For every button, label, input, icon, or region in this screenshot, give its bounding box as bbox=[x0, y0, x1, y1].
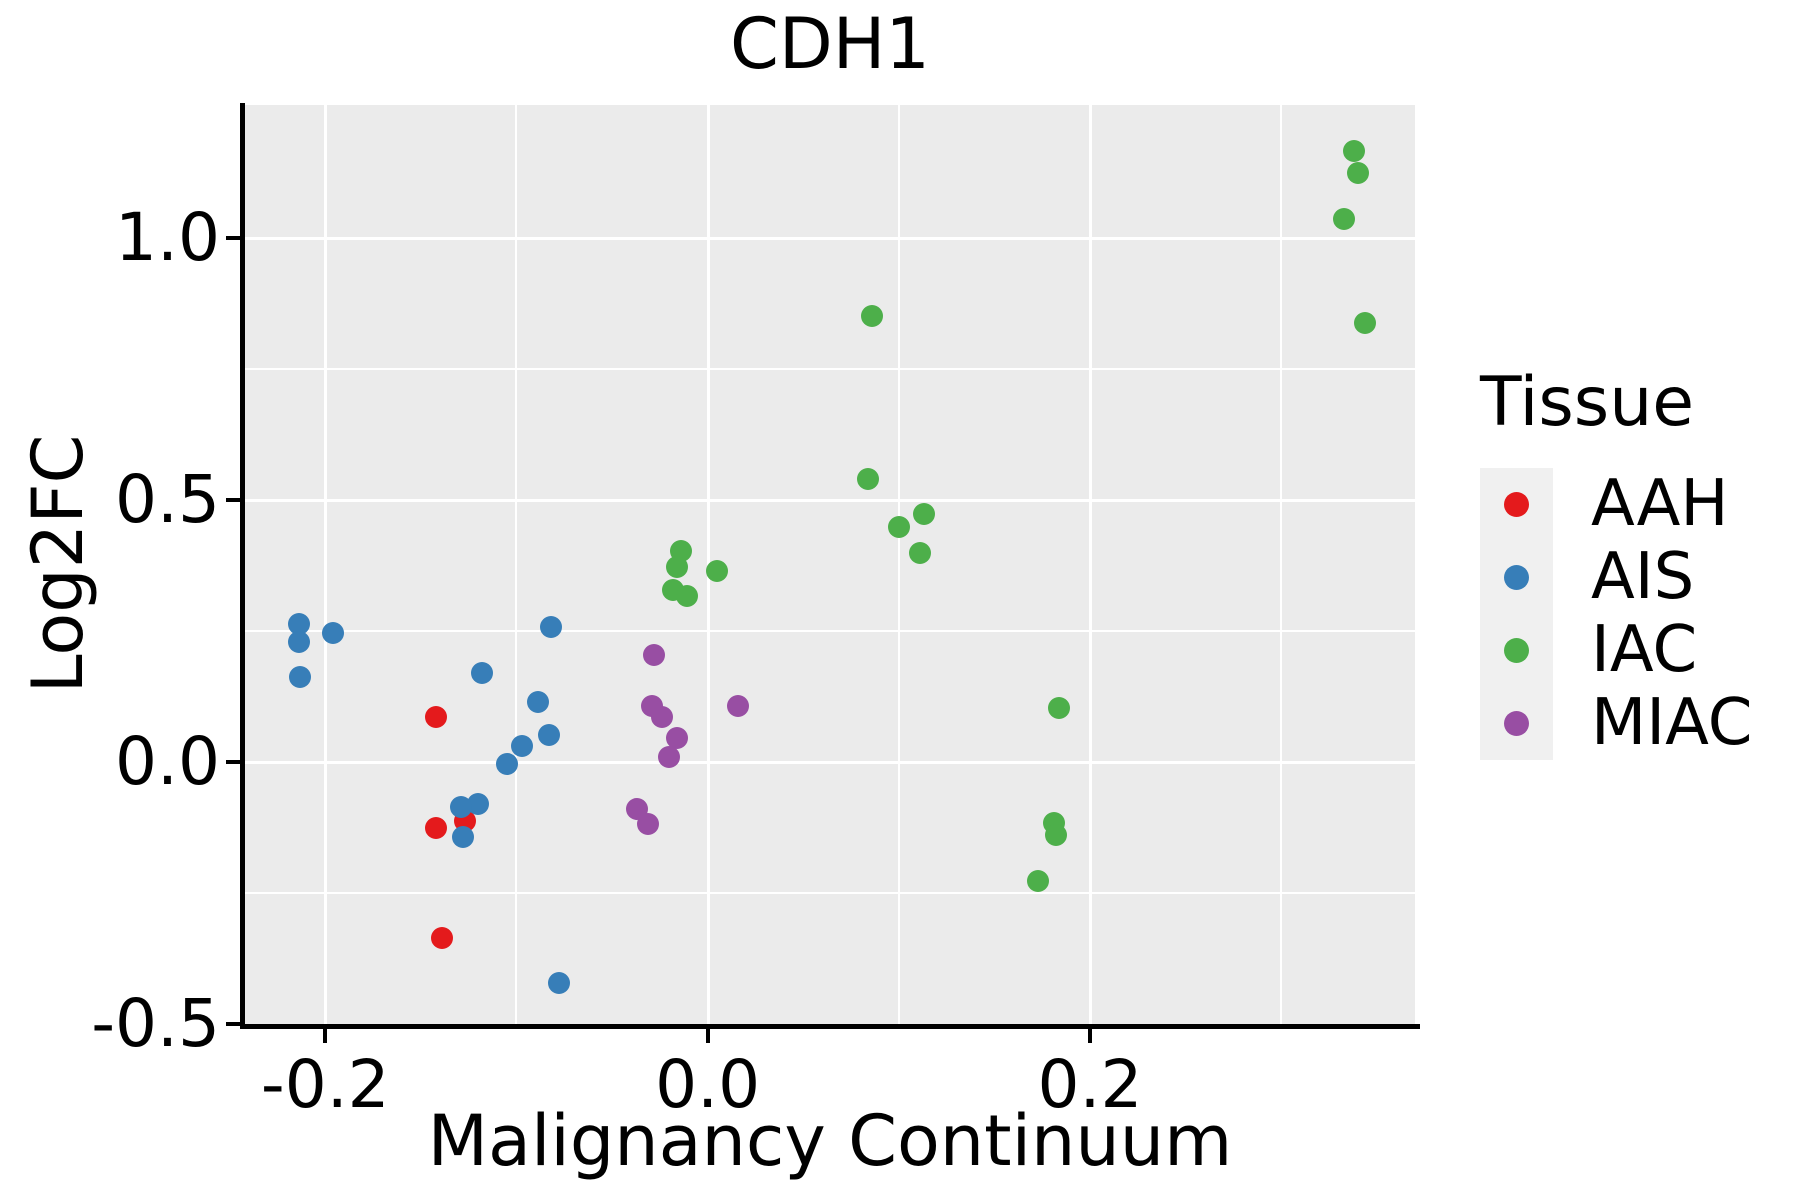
legend-title: Tissue bbox=[1480, 363, 1695, 442]
data-point-AIS bbox=[289, 666, 312, 689]
legend: Tissue AAH AIS IAC MIAC bbox=[1480, 362, 1752, 760]
data-point-AAH bbox=[425, 706, 448, 729]
y-tick bbox=[226, 1022, 240, 1026]
y-tick-label: 0.0 bbox=[115, 723, 220, 801]
data-point-IAC bbox=[1333, 208, 1356, 231]
data-point-IAC bbox=[1048, 697, 1071, 720]
x-tick-label: -0.2 bbox=[260, 1046, 390, 1123]
legend-key-swatch bbox=[1480, 540, 1553, 614]
legend-items: AAH AIS IAC MIAC bbox=[1480, 467, 1753, 761]
data-point-IAC bbox=[1346, 161, 1369, 184]
y-gridline-major bbox=[245, 499, 1415, 503]
legend-item-AIS: AIS bbox=[1480, 540, 1752, 615]
x-gridline-major bbox=[1089, 105, 1092, 1024]
y-gridline-major bbox=[245, 761, 1415, 765]
y-tick-label: -0.5 bbox=[91, 985, 220, 1062]
data-point-AIS bbox=[526, 691, 549, 714]
legend-dot-icon bbox=[1504, 564, 1529, 590]
data-point-IAC bbox=[666, 555, 689, 578]
y-axis-line bbox=[240, 103, 245, 1029]
x-gridline-major bbox=[324, 105, 328, 1024]
y-gridline-minor bbox=[245, 892, 1415, 894]
legend-item-label: AIS bbox=[1591, 540, 1695, 615]
legend-item-label: MIAC bbox=[1591, 686, 1753, 761]
data-point-IAC bbox=[1354, 312, 1377, 335]
x-tick-label: 0.2 bbox=[1037, 1046, 1143, 1123]
data-point-MIAC bbox=[650, 706, 673, 729]
data-point-IAC bbox=[861, 305, 884, 328]
data-point-MIAC bbox=[727, 694, 750, 717]
y-gridline-minor bbox=[245, 630, 1415, 633]
data-point-IAC bbox=[857, 468, 880, 491]
data-point-AIS bbox=[450, 796, 473, 819]
data-point-IAC bbox=[1044, 823, 1067, 846]
x-gridline-minor bbox=[897, 105, 900, 1024]
y-gridline-major bbox=[245, 237, 1415, 241]
x-axis-label: Malignancy Continuum bbox=[427, 1100, 1233, 1182]
y-axis-label: Log2FC bbox=[17, 434, 99, 694]
x-tick-label: 0.0 bbox=[655, 1046, 761, 1123]
legend-item-MIAC: MIAC bbox=[1480, 686, 1753, 761]
data-point-AIS bbox=[467, 792, 490, 815]
data-point-IAC bbox=[912, 502, 935, 525]
x-axis-line bbox=[240, 1024, 1420, 1029]
x-tick bbox=[1088, 1029, 1092, 1043]
data-point-AIS bbox=[495, 753, 518, 776]
legend-key-swatch bbox=[1480, 467, 1553, 541]
data-point-AIS bbox=[321, 622, 344, 645]
data-point-IAC bbox=[908, 542, 931, 565]
legend-item-label: IAC bbox=[1591, 613, 1698, 688]
data-point-AIS bbox=[471, 661, 494, 684]
data-point-AIS bbox=[511, 735, 534, 758]
data-point-IAC bbox=[1027, 869, 1050, 892]
x-gridline-minor bbox=[1280, 105, 1283, 1024]
data-point-MIAC bbox=[643, 643, 666, 666]
legend-dot-icon bbox=[1504, 637, 1529, 663]
data-point-MIAC bbox=[666, 726, 689, 749]
data-point-IAC bbox=[1342, 139, 1365, 162]
data-point-MIAC bbox=[658, 746, 681, 769]
legend-dot-icon bbox=[1504, 491, 1529, 517]
x-tick bbox=[705, 1029, 710, 1043]
data-point-AAH bbox=[430, 927, 453, 950]
data-point-IAC bbox=[675, 585, 698, 608]
legend-dot-icon bbox=[1504, 710, 1529, 736]
plot-panel bbox=[245, 105, 1415, 1024]
x-gridline-minor bbox=[515, 105, 518, 1024]
data-point-MIAC bbox=[637, 813, 660, 836]
y-tick bbox=[226, 760, 240, 765]
legend-item-IAC: IAC bbox=[1480, 613, 1752, 688]
data-point-AIS bbox=[537, 724, 560, 747]
legend-item-label: AAH bbox=[1591, 467, 1729, 542]
data-point-IAC bbox=[887, 515, 910, 538]
data-point-AIS bbox=[539, 615, 562, 638]
data-point-IAC bbox=[706, 559, 729, 582]
x-tick bbox=[323, 1029, 328, 1043]
data-point-AIS bbox=[547, 972, 570, 995]
y-tick bbox=[226, 236, 240, 241]
data-point-AAH bbox=[425, 816, 448, 839]
y-tick-label: 0.5 bbox=[115, 461, 220, 539]
data-point-AIS bbox=[287, 613, 310, 636]
legend-item-AAH: AAH bbox=[1480, 467, 1752, 542]
y-tick-label: 1.0 bbox=[115, 199, 220, 277]
y-gridline-minor bbox=[245, 368, 1415, 371]
y-tick bbox=[226, 498, 240, 503]
chart-title: CDH1 bbox=[730, 3, 930, 85]
legend-key-swatch bbox=[1480, 613, 1553, 687]
legend-key-swatch bbox=[1480, 686, 1553, 760]
data-point-AIS bbox=[287, 631, 310, 654]
data-point-AIS bbox=[451, 825, 474, 848]
